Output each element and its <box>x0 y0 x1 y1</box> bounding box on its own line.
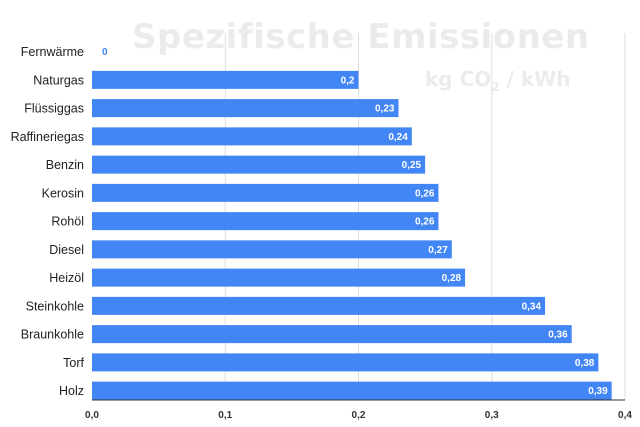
category-labels: Fernwärme Naturgas Flüssiggas Raffineriegas… <box>11 45 85 398</box>
data-label: 0,39 <box>588 386 608 397</box>
category-label: Rohöl <box>51 215 84 229</box>
category-label: Fernwärme <box>21 45 84 59</box>
category-label: Torf <box>63 356 84 370</box>
category-label: Heizöl <box>49 271 84 285</box>
data-label: 0,24 <box>388 132 408 143</box>
category-label: Braunkohle <box>21 328 84 342</box>
data-label: 0,28 <box>442 273 462 284</box>
category-label: Naturgas <box>33 73 84 87</box>
data-label: 0,34 <box>522 301 542 312</box>
bar <box>92 99 399 118</box>
category-label: Kerosin <box>42 186 84 200</box>
bar <box>92 353 599 372</box>
x-tick-label: 0,3 <box>485 410 499 421</box>
data-label: 0,25 <box>402 160 422 171</box>
bar <box>92 183 439 202</box>
category-label: Benzin <box>46 158 84 172</box>
x-axis: 0,0 0,1 0,2 0,3 0,4 <box>85 399 632 421</box>
bar <box>92 325 572 344</box>
category-label: Diesel <box>49 243 84 257</box>
category-label: Flüssiggas <box>24 102 84 116</box>
data-label: 0,36 <box>548 330 568 341</box>
bar <box>92 212 439 231</box>
bar <box>92 268 466 287</box>
bar <box>92 240 452 259</box>
bar <box>92 296 546 315</box>
data-label: 0,23 <box>375 104 395 115</box>
bars: 0 0,2 0,23 0,24 0,25 0,26 0,26 0,27 0,28 0,34 0,36… <box>92 47 612 400</box>
x-tick-label: 0,1 <box>218 410 232 421</box>
data-label: 0,26 <box>415 217 435 228</box>
data-label: 0,2 <box>341 75 355 86</box>
bar <box>92 381 612 400</box>
data-label: 0,38 <box>575 358 595 369</box>
bar <box>92 155 426 174</box>
x-tick-label: 0,2 <box>352 410 366 421</box>
category-label: Steinkohle <box>26 299 84 313</box>
x-tick-label: 0,4 <box>618 410 632 421</box>
data-label: 0 <box>102 47 108 58</box>
category-label: Holz <box>59 384 84 398</box>
category-label: Raffineriegas <box>11 130 84 144</box>
data-label: 0,27 <box>428 245 448 256</box>
chart-unit-label: kg CO2 / kWh <box>425 67 570 94</box>
x-tick-label: 0,0 <box>85 410 99 421</box>
bar <box>92 70 359 89</box>
bar <box>92 127 412 146</box>
data-label: 0,26 <box>415 188 435 199</box>
chart-title: Spezifische Emissionen <box>132 17 590 57</box>
